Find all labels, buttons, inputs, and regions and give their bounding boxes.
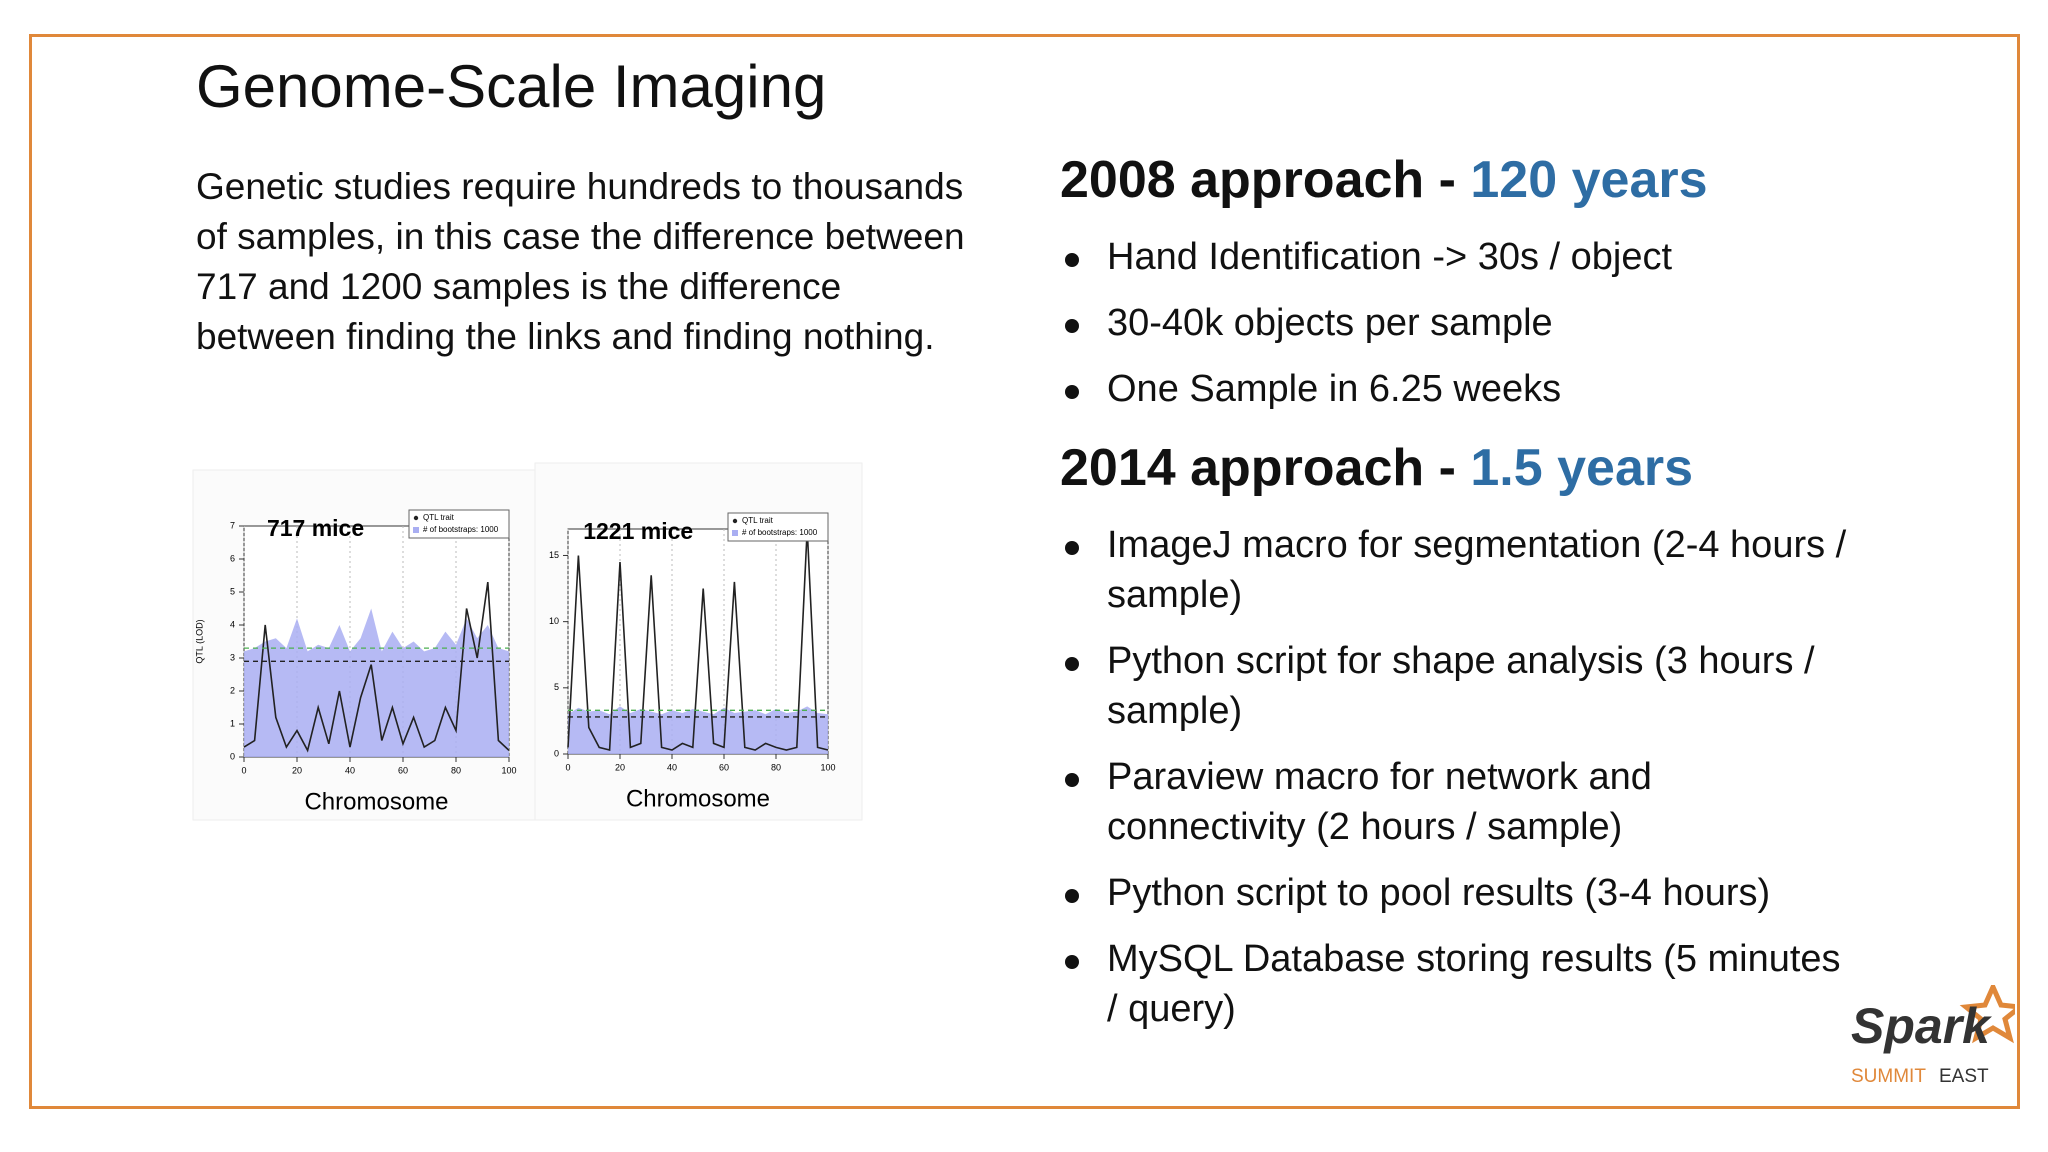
bullet: Paraview macro for network and connectiv…: [1065, 752, 1847, 852]
section-heading: 2014 approach - 1.5 years: [1060, 438, 1860, 498]
x-tick-label: 80: [451, 765, 461, 775]
y-tick-label: 5: [230, 586, 235, 596]
y-tick-label: 0: [554, 748, 559, 758]
section-heading: 2008 approach - 120 years: [1060, 150, 1860, 210]
y-tick-label: 6: [230, 553, 235, 563]
bullet: MySQL Database storing results (5 minute…: [1065, 934, 1847, 1034]
x-axis-label: Chromosome: [304, 788, 448, 815]
heading-text: 2014 approach -: [1060, 439, 1471, 497]
x-tick-label: 40: [345, 765, 355, 775]
logo: Spark SUMMIT EAST: [1851, 985, 2015, 1087]
legend-box: [727, 512, 829, 542]
legend-label: QTL trait: [423, 513, 455, 522]
bullet-list: Hand Identification -> 30s / object 30-40…: [1060, 232, 1860, 414]
x-tick-label: 40: [667, 762, 677, 772]
y-axis-label: QTL (LOD): [194, 619, 204, 663]
bootstrap-area: [244, 608, 509, 757]
section: 2014 approach - 1.5 years ImageJ macro fo…: [1060, 438, 1860, 1034]
x-tick-label: 100: [820, 762, 835, 772]
logo-summit: SUMMIT: [1851, 1066, 1926, 1087]
y-tick-label: 3: [230, 652, 235, 662]
bullet: One Sample in 6.25 weeks: [1065, 364, 1847, 414]
legend-swatch: [732, 530, 738, 536]
y-tick-label: 1: [230, 718, 235, 728]
legend-swatch: [413, 515, 419, 521]
heading-highlight: 120 years: [1470, 151, 1708, 209]
y-tick-label: 5: [554, 682, 559, 692]
y-tick-label: 2: [230, 685, 235, 695]
heading-highlight: 1.5 years: [1470, 439, 1694, 497]
bullet: Python script to pool results (3-4 hours…: [1065, 868, 1847, 918]
trait-line: [567, 528, 829, 752]
bullet: Hand Identification -> 30s / object: [1065, 232, 1847, 282]
trait-line: [243, 581, 510, 753]
legend-swatch: [413, 527, 419, 533]
slide-title: Genome-Scale Imaging: [196, 53, 827, 120]
chart-title: 717 mice: [267, 515, 364, 541]
legend-label: # of bootstraps: 1000: [742, 528, 818, 537]
x-tick-label: 60: [719, 762, 729, 772]
x-tick-label: 0: [241, 765, 246, 775]
legend-box: [408, 509, 510, 539]
bullet: ImageJ macro for segmentation (2-4 hours…: [1065, 520, 1847, 620]
logo-star: [1959, 985, 2015, 1044]
legend-label: QTL trait: [742, 516, 774, 525]
intro-paragraph: Genetic studies require hundreds to thou…: [196, 166, 965, 357]
y-tick-label: 10: [549, 616, 559, 626]
chart-title: 1221 mice: [583, 518, 693, 544]
x-axis-label: Chromosome: [626, 785, 770, 812]
slide-border: [29, 34, 2020, 1109]
x-tick-label: 80: [771, 762, 781, 772]
y-tick-label: 15: [549, 550, 559, 560]
bullet: Python script for shape analysis (3 hour…: [1065, 636, 1847, 736]
y-tick-label: 4: [230, 619, 235, 629]
logo-brand: Spark: [1851, 998, 1992, 1054]
logo-east: EAST: [1939, 1066, 1989, 1087]
legend-swatch: [732, 518, 738, 524]
x-tick-label: 20: [292, 765, 302, 775]
heading-text: 2008 approach -: [1060, 151, 1471, 209]
bullet: 30-40k objects per sample: [1065, 298, 1847, 348]
x-tick-label: 60: [398, 765, 408, 775]
bullet-list: ImageJ macro for segmentation (2-4 hours…: [1060, 520, 1860, 1034]
y-tick-label: 7: [230, 520, 235, 530]
x-tick-label: 100: [501, 765, 516, 775]
legend-label: # of bootstraps: 1000: [423, 525, 499, 534]
section: 2008 approach - 120 years Hand Identifica…: [1060, 150, 1860, 414]
y-tick-label: 0: [230, 751, 235, 761]
x-tick-label: 20: [615, 762, 625, 772]
approaches: 2008 approach - 120 years Hand Identifica…: [1060, 150, 1860, 1058]
x-tick-label: 0: [565, 762, 570, 772]
bootstrap-area: [568, 706, 828, 754]
